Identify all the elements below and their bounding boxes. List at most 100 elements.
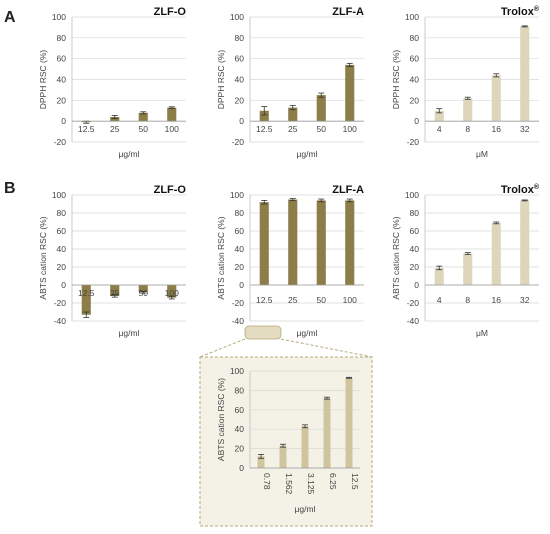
chart-abts_zlfa: 100 80 60 40 20 0 -20 -40 12.5 25 50 100 μg/ml ABTS c…	[216, 184, 364, 338]
x-tick-label: 100	[343, 295, 357, 305]
y-tick-label: 40	[57, 244, 67, 254]
bar	[138, 285, 148, 293]
x-tick-label: 100	[165, 288, 179, 298]
bar	[520, 200, 530, 285]
y-tick-label: 40	[235, 244, 245, 254]
bar	[167, 107, 177, 122]
x-axis-label: μM	[476, 149, 488, 159]
y-tick-label: 20	[410, 262, 420, 272]
zoom-line-right	[280, 338, 373, 358]
bar	[167, 285, 177, 298]
y-tick-label: -20	[54, 298, 67, 308]
y-tick-label: -20	[54, 137, 67, 147]
y-tick-label: 60	[410, 54, 420, 64]
y-tick-label: 0	[239, 280, 244, 290]
inset-frame	[199, 356, 373, 527]
y-tick-label: 100	[230, 190, 244, 200]
bar	[345, 200, 355, 285]
y-axis-label: ABTS cation RSC (%)	[216, 378, 226, 461]
chart-title: ZLF-A	[332, 6, 364, 18]
y-tick-label: 100	[405, 12, 419, 22]
y-tick-label: 60	[235, 54, 245, 64]
bar	[81, 285, 91, 315]
x-tick-label: 25	[288, 124, 298, 134]
x-axis-label: μg/ml	[295, 504, 316, 514]
y-tick-label: 20	[235, 444, 245, 454]
y-axis-label: DPPH RSC (%)	[391, 50, 401, 110]
panel-label-a: A	[4, 9, 16, 26]
y-axis-label: ABTS cation RSC (%)	[216, 216, 226, 299]
y-tick-label: 20	[235, 262, 245, 272]
y-tick-label: -40	[407, 316, 420, 326]
bar	[345, 64, 355, 122]
y-tick-label: 60	[57, 226, 67, 236]
zoom-connector	[199, 325, 373, 527]
x-tick-label: 25	[110, 124, 120, 134]
bar	[316, 95, 326, 122]
bar	[491, 222, 501, 285]
y-tick-label: 0	[61, 116, 66, 126]
chart-title: ZLF-O	[154, 6, 187, 18]
bar	[520, 26, 530, 122]
y-axis-label: ABTS cation RSC (%)	[38, 216, 48, 299]
y-tick-label: 100	[405, 190, 419, 200]
x-tick-label: 12.5	[78, 124, 95, 134]
y-tick-label: 60	[410, 226, 420, 236]
x-tick-label: 32	[520, 124, 530, 134]
y-tick-label: 20	[235, 95, 245, 105]
y-tick-label: 0	[61, 280, 66, 290]
chart-dpph_trolox: 100 80 60 40 20 0 -20 4 8 16 32 μM DPPH RSC (%) Trolo…	[391, 5, 540, 159]
x-axis-label: μg/ml	[119, 328, 140, 338]
x-axis-label: μg/ml	[297, 149, 318, 159]
chart-title: Trolox®	[501, 5, 540, 18]
x-tick-label: 50	[317, 295, 327, 305]
chart-abts_zlfa_low: 100 80 60 40 20 0 0.78 1.562 3.125 6.25 12.5 μg/ml A…	[216, 366, 360, 514]
y-tick-label: 0	[239, 463, 244, 473]
y-tick-label: 80	[235, 208, 245, 218]
y-tick-label: 20	[57, 262, 67, 272]
x-tick-label: 12.5	[350, 473, 360, 490]
x-tick-label: 3.125	[306, 473, 316, 495]
chart-title-superscript: ®	[534, 183, 540, 191]
y-tick-label: 60	[57, 54, 67, 64]
y-tick-label: 100	[230, 12, 244, 22]
x-tick-label: 6.25	[328, 473, 338, 490]
x-tick-label: 50	[139, 288, 149, 298]
bar	[463, 98, 473, 122]
y-tick-label: 80	[57, 33, 67, 43]
bar	[259, 110, 269, 122]
bar	[110, 117, 120, 122]
y-tick-label: 80	[410, 33, 420, 43]
chart-title: Trolox®	[501, 183, 540, 196]
panel-label-b: B	[4, 180, 16, 197]
zoom-source-marker	[244, 325, 282, 340]
chart-title: ZLF-O	[154, 184, 187, 196]
y-tick-label: -40	[232, 316, 245, 326]
zoom-line-left	[199, 338, 246, 358]
y-tick-label: 80	[410, 208, 420, 218]
y-tick-label: 0	[414, 116, 419, 126]
x-tick-label: 50	[317, 124, 327, 134]
bar	[257, 456, 265, 468]
bar	[345, 377, 353, 468]
x-tick-label: 32	[520, 295, 530, 305]
bar	[288, 199, 298, 285]
y-tick-label: -20	[232, 298, 245, 308]
bar	[434, 110, 444, 122]
x-tick-label: 100	[165, 124, 179, 134]
bar	[259, 202, 269, 285]
bar	[434, 267, 444, 285]
x-tick-label: 12.5	[78, 288, 95, 298]
charts: 100 80 60 40 20 0 -20 12.5 25 50 100 μg/ml DPPH RSC …	[38, 5, 540, 514]
bar	[316, 200, 326, 285]
x-tick-label: 12.5	[256, 124, 273, 134]
y-tick-label: 100	[230, 366, 244, 376]
y-tick-label: 80	[235, 385, 245, 395]
y-tick-label: -20	[232, 137, 245, 147]
bar	[463, 253, 473, 285]
chart-dpph_zlfa: 100 80 60 40 20 0 -20 12.5 25 50 100 μg/ml DPPH RSC …	[216, 6, 364, 159]
y-tick-label: 40	[235, 424, 245, 434]
y-tick-label: 40	[410, 75, 420, 85]
bar	[110, 285, 120, 296]
bar	[138, 112, 148, 122]
